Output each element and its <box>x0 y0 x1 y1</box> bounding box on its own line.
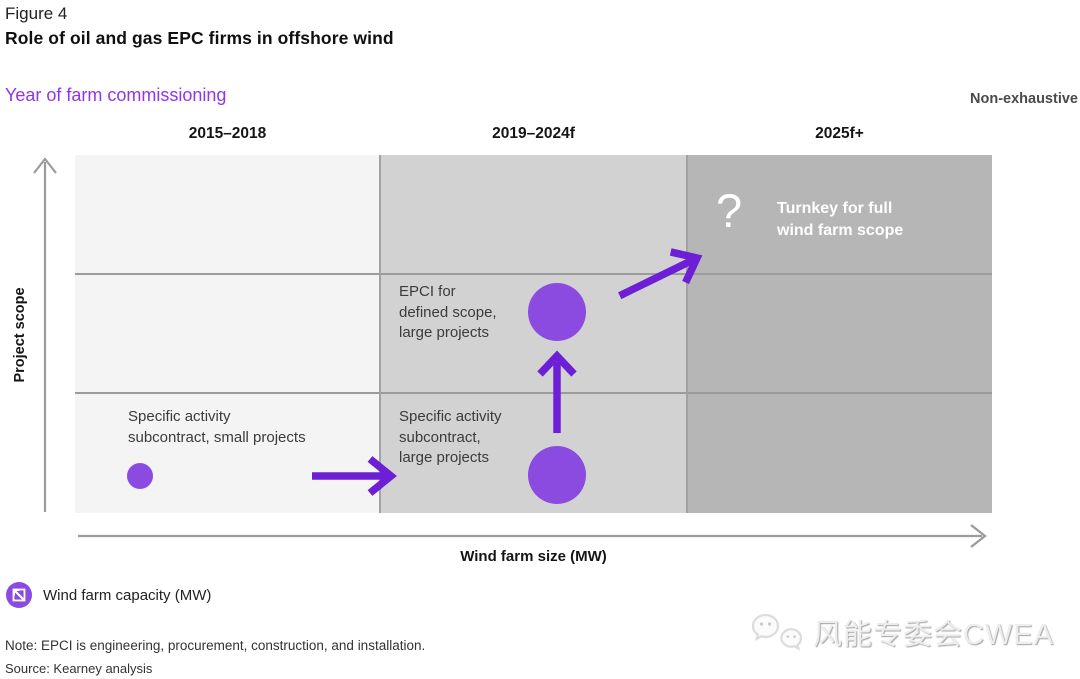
figure-subtitle: Year of farm commissioning <box>5 85 227 105</box>
cell-epci-defined-scope: EPCI for defined scope, large projects <box>399 283 497 342</box>
column-divider-left <box>379 155 381 513</box>
non-exhaustive-tag: Non-exhaustive <box>970 91 1078 107</box>
scale-arrow-icon <box>6 582 32 608</box>
column-header-2025f: 2025f+ <box>815 125 864 142</box>
note-text: Note: EPCI is engineering, procurement, … <box>5 638 426 653</box>
column-header-2015-2018: 2015–2018 <box>188 125 267 142</box>
cell-turnkey-full-scope: Turnkey for full wind farm scope <box>777 200 904 239</box>
legend-label: Wind farm capacity (MW) <box>43 586 212 604</box>
row-divider-top <box>75 273 992 275</box>
figure-title: Role of oil and gas EPC firms in offshor… <box>5 28 394 48</box>
figure-label: Figure 4 <box>5 4 68 23</box>
column-header-2019-2024f: 2019–2024f <box>492 125 575 142</box>
grid-column-2019-2024f <box>380 155 687 513</box>
grid-column-2025f <box>687 155 992 513</box>
matrix-grid <box>75 155 992 513</box>
watermark: 风能专委会CWEA <box>751 610 1054 654</box>
capacity-bubble-large <box>528 446 586 504</box>
y-axis-label: Project scope <box>12 287 28 383</box>
y-axis-arrow <box>33 157 57 512</box>
cell-specific-activity-large: Specific activity subcontract, large pro… <box>399 408 502 467</box>
column-divider-right <box>686 155 688 513</box>
question-mark: ? <box>716 184 743 237</box>
wechat-icon <box>751 613 803 651</box>
capacity-bubble-epci <box>528 283 586 341</box>
capacity-bubble-small <box>127 463 153 489</box>
watermark-text: 风能专委会CWEA <box>812 619 1054 651</box>
row-divider-bottom <box>75 392 992 394</box>
source-text: Source: Kearney analysis <box>5 661 153 676</box>
grid-column-2015-2018 <box>75 155 380 513</box>
x-axis-label: Wind farm size (MW) <box>460 548 607 565</box>
x-axis-arrow <box>78 524 987 548</box>
legend: Wind farm capacity (MW) <box>6 582 211 608</box>
cell-specific-activity-small: Specific activity subcontract, small pro… <box>128 408 306 446</box>
